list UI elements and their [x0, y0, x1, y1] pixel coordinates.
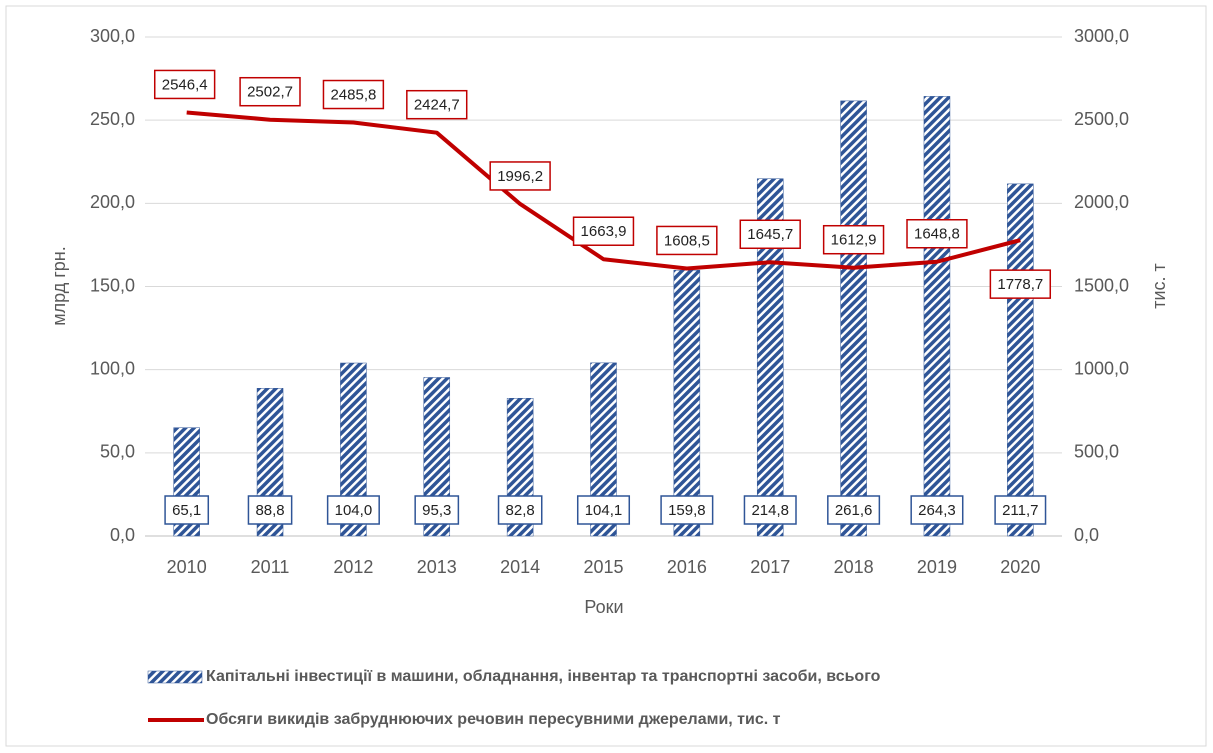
bar-value-label: 214,8: [751, 502, 789, 519]
y-tick-label: 50,0: [100, 442, 135, 462]
line-value-label: 1645,7: [747, 226, 793, 243]
legend-label: Капітальні інвестиції в машини, обладнан…: [206, 668, 881, 685]
y2-tick-label: 1000,0: [1074, 358, 1129, 378]
bar-value-label: 82,8: [506, 502, 535, 519]
bar-value-label-box: [743, 495, 797, 525]
line-value-label-box: [989, 269, 1052, 299]
y-tick-label: 300,0: [90, 26, 135, 46]
y-tick-label: 250,0: [90, 109, 135, 129]
line-value-label: 1648,8: [914, 226, 960, 243]
bar-value-label-box: [994, 495, 1047, 525]
y2-tick-label: 3000,0: [1074, 26, 1129, 46]
bar-value-label-box: [660, 495, 714, 525]
bar-value-label-box: [497, 495, 543, 525]
line-value-label-box: [153, 69, 216, 100]
line-value-label-box: [572, 216, 635, 246]
x-tick-label: 2019: [917, 557, 957, 577]
y2-tick-label: 2500,0: [1074, 109, 1129, 129]
bar-value-label: 65,1: [172, 502, 201, 519]
x-tick-label: 2012: [333, 557, 373, 577]
line-value-label-box: [239, 76, 301, 107]
bar-value-label-box: [576, 495, 631, 525]
y2-axis-title: тис. т: [1149, 263, 1169, 309]
line-value-label: 2424,7: [414, 97, 460, 114]
bar-value-label: 104,1: [585, 502, 623, 519]
y-axis-title: млрд грн.: [49, 246, 69, 326]
line-value-label-box: [322, 79, 385, 110]
line-value-label-box: [406, 89, 468, 120]
y2-tick-label: 2000,0: [1074, 192, 1129, 212]
bar-value-label: 95,3: [422, 502, 451, 519]
line-value-label: 1996,2: [497, 168, 543, 185]
x-tick-label: 2011: [251, 557, 290, 577]
x-tick-label: 2018: [834, 557, 874, 577]
y-tick-label: 0,0: [110, 525, 135, 545]
x-tick-label: 2015: [583, 557, 623, 577]
bar: [673, 269, 701, 537]
bar-value-label: 264,3: [918, 502, 956, 519]
bar-value-label-box: [414, 495, 460, 525]
bar: [1007, 183, 1034, 537]
line-value-label: 1608,5: [664, 232, 710, 249]
x-tick-label: 2017: [750, 557, 790, 577]
y2-tick-label: 1500,0: [1074, 275, 1129, 295]
x-tick-label: 2016: [667, 557, 707, 577]
y2-tick-label: 0,0: [1074, 525, 1099, 545]
line-value-label-box: [739, 219, 801, 250]
bar-value-label-box: [910, 495, 964, 525]
line-value-label: 2546,4: [162, 76, 208, 93]
x-axis-title: Роки: [584, 597, 623, 617]
bar-value-label: 104,0: [335, 502, 373, 519]
line-value-label-box: [656, 225, 718, 256]
line-value-label: 1612,9: [831, 232, 877, 249]
bar-value-label-box: [827, 495, 881, 525]
line: [186, 110, 1021, 271]
bar-value-label-box: [164, 495, 210, 525]
line-value-label-box: [822, 224, 885, 255]
bar-value-label: 88,8: [255, 502, 284, 519]
x-tick-label: 2010: [167, 557, 207, 577]
y-tick-label: 200,0: [90, 192, 135, 212]
y2-tick-label: 500,0: [1074, 442, 1119, 462]
y-tick-label: 100,0: [90, 358, 135, 378]
x-tick-label: 2020: [1000, 557, 1040, 577]
line-value-label: 2502,7: [247, 84, 293, 101]
bar-value-label-box: [247, 495, 293, 525]
bar-value-label: 211,7: [1002, 502, 1038, 519]
legend-label: Обсяги викидів забруднюючих речовин пере…: [206, 711, 781, 728]
line-value-label-box: [489, 161, 551, 191]
x-tick-label: 2013: [417, 557, 457, 577]
bar-value-label: 261,6: [835, 502, 873, 519]
line-value-label-box: [906, 218, 968, 249]
line-value-label: 2485,8: [330, 86, 376, 103]
line-value-label: 1663,9: [581, 223, 627, 240]
bar: [840, 100, 867, 537]
line-value-label: 1778,7: [997, 276, 1043, 293]
bar-value-label: 159,8: [668, 502, 706, 519]
legend-swatch: [147, 670, 203, 684]
bar: [923, 96, 951, 537]
bar-value-label-box: [326, 495, 380, 525]
x-tick-label: 2014: [500, 557, 540, 577]
y-tick-label: 150,0: [90, 275, 135, 295]
